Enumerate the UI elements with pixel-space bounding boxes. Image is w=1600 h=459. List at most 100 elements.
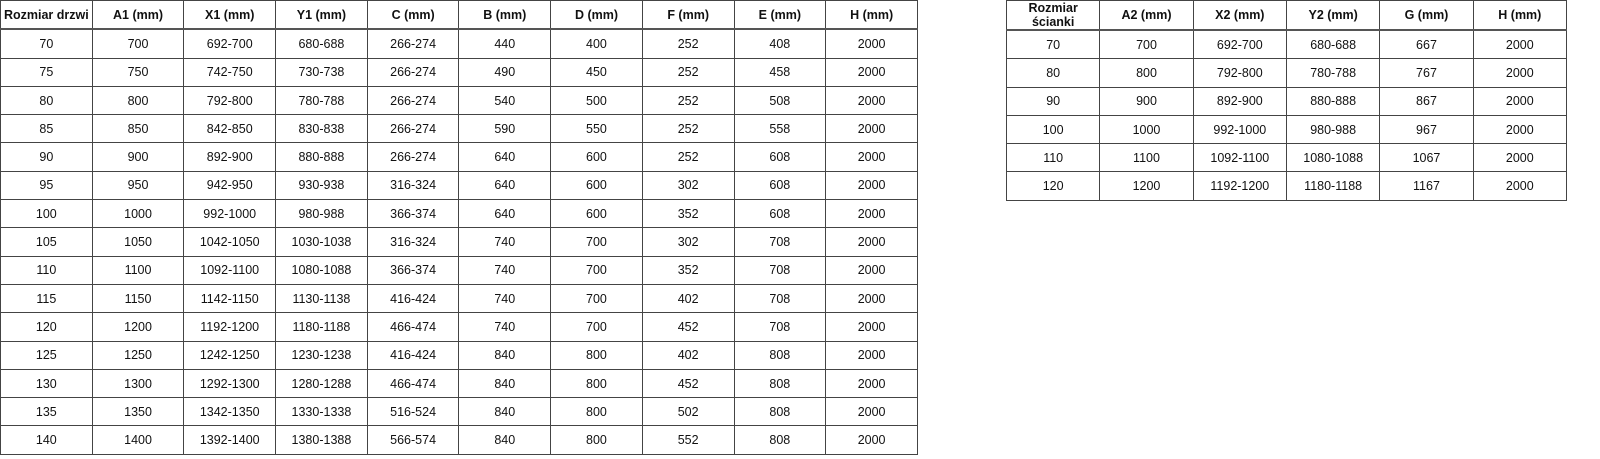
table-cell: 2000 <box>825 397 918 427</box>
table-cell: 90 <box>0 142 93 172</box>
table-cell: 750 <box>91 57 185 87</box>
wall-dimensions-table: Rozmiar ścianki A2 (mm) X2 (mm) Y2 (mm) G (m… <box>1005 0 1568 201</box>
table-cell: 2000 <box>1472 171 1568 201</box>
table-cell: 2000 <box>825 312 918 342</box>
table-cell: 558 <box>733 114 827 144</box>
header-row: Rozmiar drzwi A1 (mm) X1 (mm) Y1 (mm) C (mm)… <box>0 0 918 31</box>
table-cell: 700 <box>550 283 643 314</box>
column-header: Rozmiar drzwi <box>0 0 93 31</box>
table-cell: 366-374 <box>366 255 460 285</box>
table-cell: 1042-1050 <box>183 227 277 257</box>
table-cell: 880-888 <box>1285 86 1381 116</box>
table-cell: 1300 <box>91 368 185 399</box>
table-cell: 1380-1388 <box>275 425 368 455</box>
table-cell: 950 <box>91 170 185 201</box>
table-cell: 600 <box>550 170 643 201</box>
table-cell: 600 <box>550 199 643 229</box>
table-cell: 2000 <box>825 170 918 201</box>
table-cell: 708 <box>733 255 827 285</box>
table-row: 100 1000 992-1000 980-988 366-374 640 600 352 60… <box>0 199 918 229</box>
table-cell: 2000 <box>825 425 918 455</box>
table-cell: 110 <box>1005 143 1101 173</box>
table-row: 90 900 892-900 880-888 867 2000 <box>1005 86 1568 116</box>
table-cell: 552 <box>641 425 735 455</box>
column-header: D (mm) <box>550 0 643 31</box>
table-cell: 1292-1300 <box>183 368 277 399</box>
table-cell: 850 <box>91 114 185 144</box>
table-cell: 680-688 <box>1285 29 1381 60</box>
table-cell: 800 <box>550 425 643 455</box>
table-cell: 266-274 <box>366 114 460 144</box>
table-cell: 780-788 <box>275 85 368 116</box>
table-cell: 708 <box>733 283 827 314</box>
table-cell: 1400 <box>91 425 185 455</box>
table-cell: 2000 <box>825 283 918 314</box>
table-cell: 1030-1038 <box>275 227 368 257</box>
column-header: A1 (mm) <box>91 0 185 31</box>
table-cell: 700 <box>550 255 643 285</box>
table-cell: 2000 <box>1472 29 1568 60</box>
table-cell: 2000 <box>825 255 918 285</box>
table-cell: 808 <box>733 397 827 427</box>
table-cell: 416-424 <box>366 340 460 370</box>
table-cell: 1130-1138 <box>275 283 368 314</box>
table-cell: 892-900 <box>1192 86 1287 116</box>
table-cell: 2000 <box>825 227 918 257</box>
table-cell: 466-474 <box>366 312 460 342</box>
table-cell: 252 <box>641 85 735 116</box>
table-cell: 1392-1400 <box>183 425 277 455</box>
column-header: Y2 (mm) <box>1285 0 1381 31</box>
table-cell: 767 <box>1379 58 1474 88</box>
table-cell: 2000 <box>825 57 918 87</box>
table-cell: 840 <box>458 368 552 399</box>
table-cell: 400 <box>550 28 643 59</box>
table-cell: 900 <box>1099 86 1194 116</box>
table-cell: 252 <box>641 114 735 144</box>
table-cell: 316-324 <box>366 170 460 201</box>
table-cell: 892-900 <box>183 142 277 172</box>
table-row: 130 1300 1292-1300 1280-1288 466-474 840 800 45… <box>0 368 918 399</box>
table-cell: 540 <box>458 85 552 116</box>
table-cell: 416-424 <box>366 283 460 314</box>
table-cell: 1250 <box>91 340 185 370</box>
table-cell: 2000 <box>825 368 918 399</box>
table-cell: 992-1000 <box>1192 114 1287 145</box>
table-cell: 502 <box>641 397 735 427</box>
table-cell: 70 <box>1005 29 1101 60</box>
door-dimensions-table: Rozmiar drzwi A1 (mm) X1 (mm) Y1 (mm) C (mm)… <box>0 0 918 455</box>
table-cell: 120 <box>0 312 93 342</box>
table-cell: 1280-1288 <box>275 368 368 399</box>
table-cell: 840 <box>458 397 552 427</box>
table-cell: 1230-1238 <box>275 340 368 370</box>
column-header: X1 (mm) <box>183 0 277 31</box>
table-cell: 1167 <box>1379 171 1474 201</box>
table-cell: 808 <box>733 425 827 455</box>
table-cell: 880-888 <box>275 142 368 172</box>
table-cell: 1180-1188 <box>275 312 368 342</box>
table-cell: 840 <box>458 340 552 370</box>
table-row: 105 1050 1042-1050 1030-1038 316-324 740 700 30… <box>0 227 918 257</box>
table-row: 90 900 892-900 880-888 266-274 640 600 252 608 20… <box>0 142 918 172</box>
table-cell: 1150 <box>91 283 185 314</box>
table-cell: 70 <box>0 28 93 59</box>
table-cell: 458 <box>733 57 827 87</box>
table-cell: 808 <box>733 340 827 370</box>
column-header: Y1 (mm) <box>275 0 368 31</box>
table-cell: 830-838 <box>275 114 368 144</box>
table-cell: 2000 <box>1472 143 1568 173</box>
table-cell: 900 <box>91 142 185 172</box>
column-header: X2 (mm) <box>1192 0 1287 31</box>
table-cell: 1100 <box>1099 143 1194 173</box>
table-row: 135 1350 1342-1350 1330-1338 516-524 840 800 50… <box>0 397 918 427</box>
table-cell: 490 <box>458 57 552 87</box>
table-cell: 1142-1150 <box>183 283 277 314</box>
table-cell: 130 <box>0 368 93 399</box>
table-cell: 590 <box>458 114 552 144</box>
table-cell: 466-474 <box>366 368 460 399</box>
table-cell: 85 <box>0 114 93 144</box>
table-cell: 266-274 <box>366 57 460 87</box>
table-cell: 640 <box>458 142 552 172</box>
table-cell: 1242-1250 <box>183 340 277 370</box>
table-cell: 942-950 <box>183 170 277 201</box>
table-cell: 2000 <box>825 114 918 144</box>
